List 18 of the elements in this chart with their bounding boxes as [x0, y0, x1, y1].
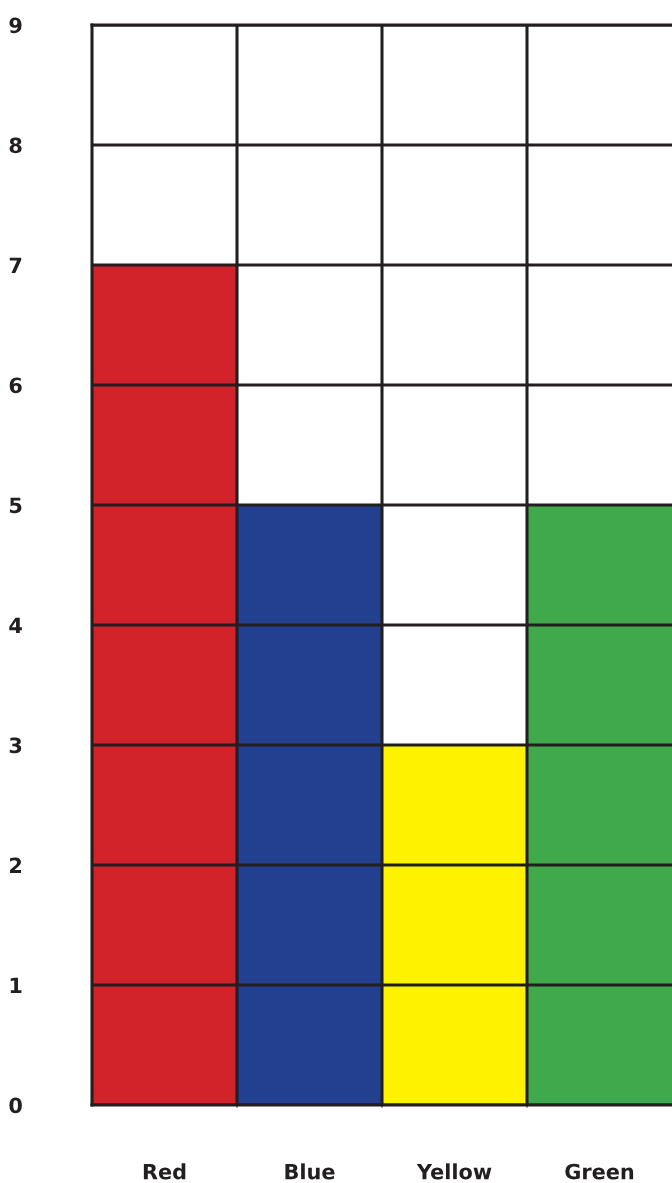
bar	[382, 745, 527, 1105]
y-tick-label: 0	[9, 1097, 22, 1114]
bar	[237, 505, 382, 1105]
y-tick-label: 2	[10, 857, 22, 873]
y-tick-label: 6	[9, 377, 22, 394]
y-tick-label: 1	[10, 977, 22, 993]
y-tick-label: 5	[9, 497, 22, 514]
x-tick-label: Blue	[285, 1163, 335, 1180]
x-tick-label: Red	[143, 1163, 186, 1180]
y-tick-label: 3	[9, 737, 22, 754]
y-tick-label: 7	[9, 257, 22, 273]
x-tick-label: Green	[565, 1163, 634, 1180]
bar	[92, 265, 237, 1105]
y-tick-label: 8	[9, 137, 22, 154]
bar	[527, 505, 672, 1105]
y-tick-label: 9	[9, 17, 22, 34]
y-tick-label: 4	[9, 617, 22, 633]
x-tick-label: Yellow	[416, 1163, 492, 1180]
